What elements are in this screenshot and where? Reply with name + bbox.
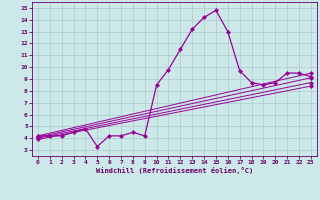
X-axis label: Windchill (Refroidissement éolien,°C): Windchill (Refroidissement éolien,°C) (96, 167, 253, 174)
